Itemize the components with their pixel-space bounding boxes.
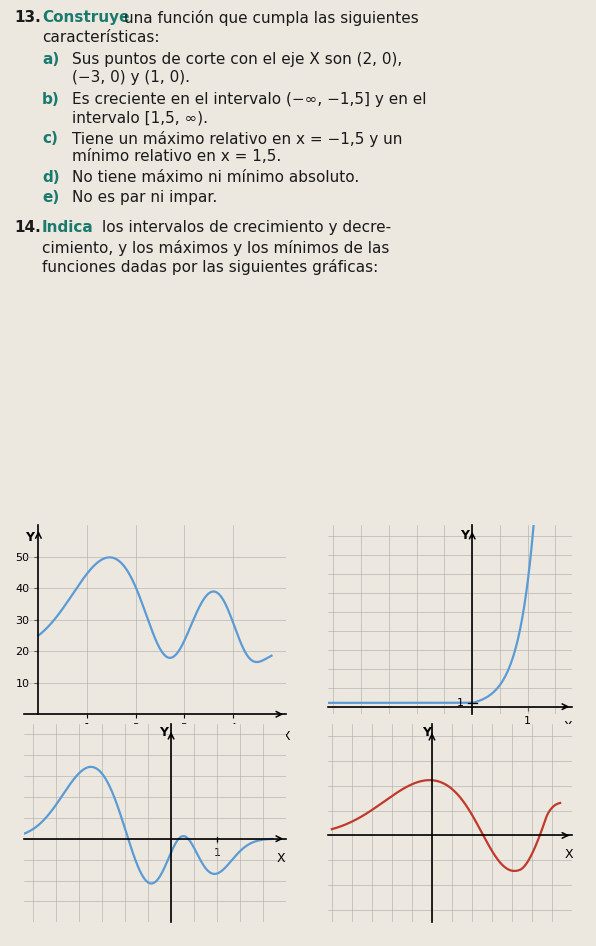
Text: Construye: Construye xyxy=(42,10,129,25)
Text: 1: 1 xyxy=(457,698,464,708)
Text: Y: Y xyxy=(422,727,431,739)
Text: intervalo [1,5, ∞).: intervalo [1,5, ∞). xyxy=(72,110,208,125)
Text: Indica: Indica xyxy=(42,220,94,236)
Text: X: X xyxy=(564,848,573,861)
Text: características:: características: xyxy=(42,30,160,45)
Text: Y: Y xyxy=(25,532,34,544)
Text: e): e) xyxy=(42,190,59,205)
Text: O: O xyxy=(25,730,33,740)
Text: c): c) xyxy=(42,131,58,146)
Text: Y: Y xyxy=(460,529,469,542)
Text: (−3, 0) y (1, 0).: (−3, 0) y (1, 0). xyxy=(72,70,190,85)
Text: los intervalos de crecimiento y decre-: los intervalos de crecimiento y decre- xyxy=(102,220,391,236)
Text: X: X xyxy=(281,730,290,743)
Text: a): a) xyxy=(42,52,59,67)
Text: mínimo relativo en x = 1,5.: mínimo relativo en x = 1,5. xyxy=(72,149,281,164)
Text: b): b) xyxy=(42,92,60,107)
Text: una función que cumpla las siguientes: una función que cumpla las siguientes xyxy=(124,10,419,26)
Text: cimiento, y los máximos y los mínimos de las: cimiento, y los máximos y los mínimos de… xyxy=(42,240,389,256)
Text: 13.: 13. xyxy=(14,10,41,25)
Text: X: X xyxy=(277,852,285,866)
Text: Tiene un máximo relativo en x = −1,5 y un: Tiene un máximo relativo en x = −1,5 y u… xyxy=(72,131,402,147)
Text: d): d) xyxy=(42,170,60,185)
Text: Y: Y xyxy=(160,726,169,739)
Text: Sus puntos de corte con el eje X son (2, 0),: Sus puntos de corte con el eje X son (2,… xyxy=(72,52,402,67)
Text: X: X xyxy=(564,720,572,733)
Text: Es creciente en el intervalo (−∞, −1,5] y en el: Es creciente en el intervalo (−∞, −1,5] … xyxy=(72,92,427,107)
Text: 14.: 14. xyxy=(14,220,41,236)
Text: No tiene máximo ni mínimo absoluto.: No tiene máximo ni mínimo absoluto. xyxy=(72,170,359,185)
Text: funciones dadas por las siguientes gráficas:: funciones dadas por las siguientes gráfi… xyxy=(42,259,378,275)
Text: No es par ni impar.: No es par ni impar. xyxy=(72,190,218,205)
